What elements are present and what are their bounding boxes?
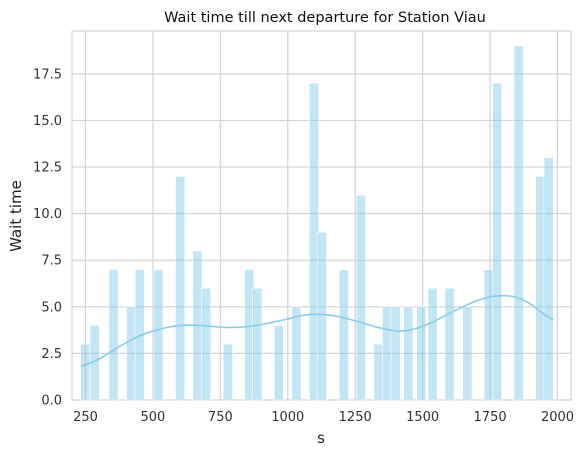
histogram-bar [462,306,473,401]
histogram-bar [201,287,212,401]
y-tick-label: 0.0 [41,394,62,409]
histogram-bar [444,287,455,401]
y-tick-label: 17.5 [33,67,62,82]
x-tick-label: 2000 [541,410,574,425]
histogram-bar [108,269,119,401]
histogram-bar [492,82,503,401]
y-tick-label: 10.0 [33,207,62,222]
x-tick-label: 500 [141,410,166,425]
y-tick-label: 12.5 [33,161,62,176]
y-tick-label: 2.5 [41,347,62,362]
histogram-bar [222,343,233,401]
histogram-bar [373,343,384,401]
chart-title: Wait time till next departure for Statio… [164,10,486,26]
x-axis-ticks: 250 500 750 1000 1250 1500 1750 2000 [73,410,574,425]
y-tick-label: 15.0 [33,114,62,129]
histogram-bar [273,325,284,401]
x-tick-label: 1000 [271,410,304,425]
kde-line [81,294,554,368]
y-axis-ticks: 0.0 2.5 5.0 7.5 10.0 12.5 15.0 17.5 [33,67,62,408]
histogram-bar [153,269,164,401]
y-axis-label: Wait time [7,180,25,252]
x-axis-label: s [317,429,325,447]
histogram-bar [390,306,401,401]
histogram-bar [416,306,427,401]
y-tick-label: 7.5 [41,254,62,269]
kde-curve [81,294,554,368]
histogram-bar [382,306,393,401]
histogram-bar [338,269,349,401]
histogram-bar [543,157,554,401]
bars [80,45,554,401]
histogram-bar [252,287,263,401]
x-tick-label: 750 [208,410,233,425]
histogram-bar [355,194,366,401]
x-tick-label: 250 [73,410,98,425]
histogram-bar [513,45,524,401]
histogram-bar [535,176,546,401]
histogram-bar [134,269,145,401]
histogram-bar [403,306,414,401]
histogram-bar [317,231,328,401]
histogram-bar [175,176,186,401]
x-tick-label: 1500 [406,410,439,425]
x-tick-label: 1250 [339,410,372,425]
histogram-bar [126,306,137,401]
histogram-bar [291,306,302,401]
x-tick-label: 1750 [474,410,507,425]
histogram-bar [427,287,438,401]
histogram-bar [483,269,494,401]
histogram-bar [80,343,91,401]
y-tick-label: 5.0 [41,300,62,315]
